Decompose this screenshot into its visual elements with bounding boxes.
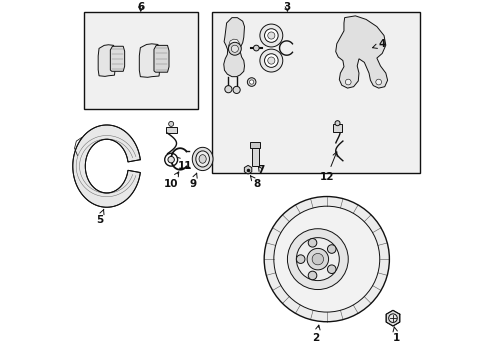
Circle shape — [307, 271, 316, 280]
Circle shape — [233, 86, 240, 94]
Bar — [165, 127, 176, 133]
Circle shape — [264, 54, 278, 67]
Circle shape — [306, 248, 328, 270]
Bar — [83, 12, 198, 109]
Text: 4: 4 — [372, 40, 385, 49]
Polygon shape — [335, 16, 387, 88]
Circle shape — [264, 29, 278, 42]
Text: 1: 1 — [392, 327, 399, 343]
Bar — [332, 124, 341, 132]
Polygon shape — [139, 44, 160, 77]
Circle shape — [259, 49, 282, 72]
Text: 12: 12 — [319, 152, 337, 182]
Circle shape — [264, 197, 388, 322]
Circle shape — [327, 265, 335, 274]
Circle shape — [168, 121, 173, 126]
Circle shape — [287, 229, 347, 289]
Circle shape — [311, 253, 323, 265]
Circle shape — [273, 206, 379, 312]
Polygon shape — [154, 45, 169, 72]
Circle shape — [296, 255, 305, 264]
Circle shape — [327, 245, 335, 253]
Circle shape — [167, 157, 174, 163]
Text: 5: 5 — [96, 209, 104, 225]
Circle shape — [224, 86, 231, 93]
Circle shape — [307, 239, 316, 247]
Bar — [251, 148, 258, 166]
Polygon shape — [224, 18, 244, 77]
Circle shape — [345, 79, 350, 85]
Polygon shape — [98, 45, 115, 76]
Circle shape — [296, 238, 339, 280]
Polygon shape — [244, 165, 251, 174]
Bar — [250, 143, 260, 148]
Text: 8: 8 — [250, 176, 260, 189]
Ellipse shape — [192, 147, 213, 171]
Polygon shape — [228, 39, 239, 51]
Circle shape — [375, 79, 381, 85]
Ellipse shape — [195, 151, 209, 167]
Circle shape — [253, 45, 259, 51]
Circle shape — [249, 80, 253, 84]
Text: 10: 10 — [163, 172, 179, 189]
Circle shape — [164, 153, 177, 166]
Text: 6: 6 — [137, 2, 144, 12]
Circle shape — [228, 42, 241, 55]
Circle shape — [231, 45, 238, 52]
Text: 9: 9 — [189, 173, 197, 189]
Text: 11: 11 — [175, 156, 192, 171]
Circle shape — [259, 24, 282, 47]
Polygon shape — [110, 46, 124, 71]
Polygon shape — [73, 125, 140, 207]
Text: 7: 7 — [256, 165, 264, 175]
Circle shape — [334, 121, 339, 126]
Ellipse shape — [199, 155, 206, 163]
Bar — [212, 12, 419, 173]
Text: 3: 3 — [283, 2, 290, 12]
Circle shape — [267, 57, 274, 64]
Circle shape — [247, 78, 255, 86]
Circle shape — [267, 32, 274, 39]
Polygon shape — [386, 310, 399, 326]
Text: 2: 2 — [312, 325, 319, 343]
Circle shape — [388, 314, 396, 323]
